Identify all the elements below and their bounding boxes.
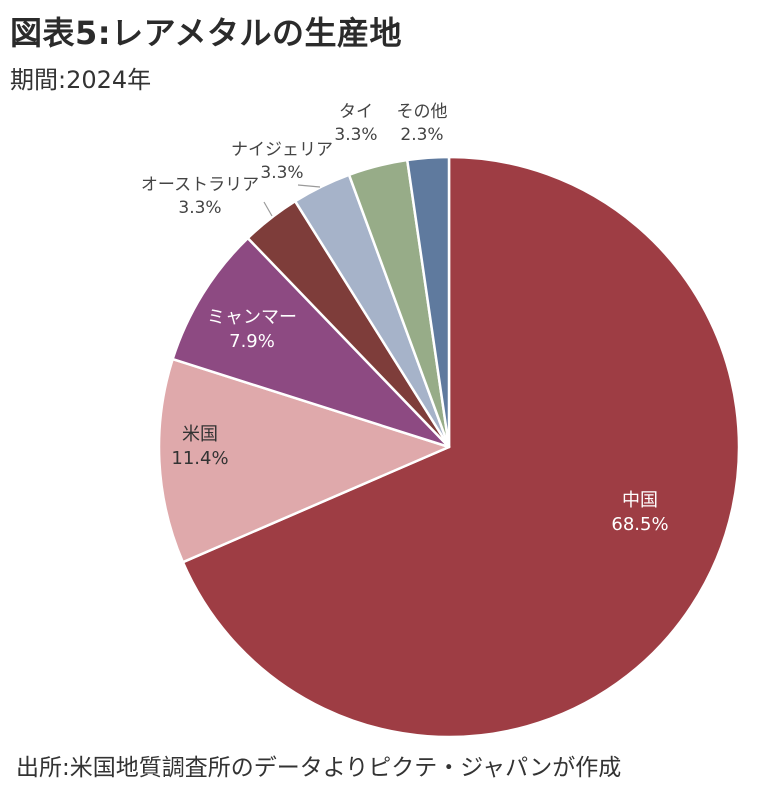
slice-label-3: オーストラリア	[141, 175, 259, 195]
slice-value-1: 11.4%	[171, 448, 228, 469]
leader-line-3	[263, 201, 273, 217]
slice-label-2: ミャンマー	[207, 307, 297, 328]
slice-label-6: その他	[397, 102, 448, 122]
pie-slice-0	[181, 155, 741, 739]
period-label: 期間:2024年	[10, 66, 152, 94]
leader-line-4	[297, 184, 321, 188]
source-note: 出所:米国地質調査所のデータよりピクテ・ジャパンが作成	[16, 755, 622, 781]
slice-label-5: タイ	[339, 102, 373, 122]
slice-value-2: 7.9%	[229, 331, 275, 352]
slice-value-3: 3.3%	[178, 198, 221, 218]
slice-value-0: 68.5%	[611, 514, 668, 535]
slice-label-1: 米国	[182, 424, 218, 445]
slice-label-0: 中国	[622, 490, 658, 511]
slice-value-4: 3.3%	[260, 163, 303, 183]
slice-value-5: 3.3%	[334, 125, 377, 145]
slice-value-6: 2.3%	[400, 125, 443, 145]
pie-slice-1	[157, 357, 451, 564]
slice-label-4: ナイジェリア	[231, 140, 333, 160]
pie-slice-6	[405, 155, 451, 449]
chart-title: 図表5:レアメタルの生産地	[10, 14, 402, 52]
pie-slice-2	[171, 236, 451, 449]
